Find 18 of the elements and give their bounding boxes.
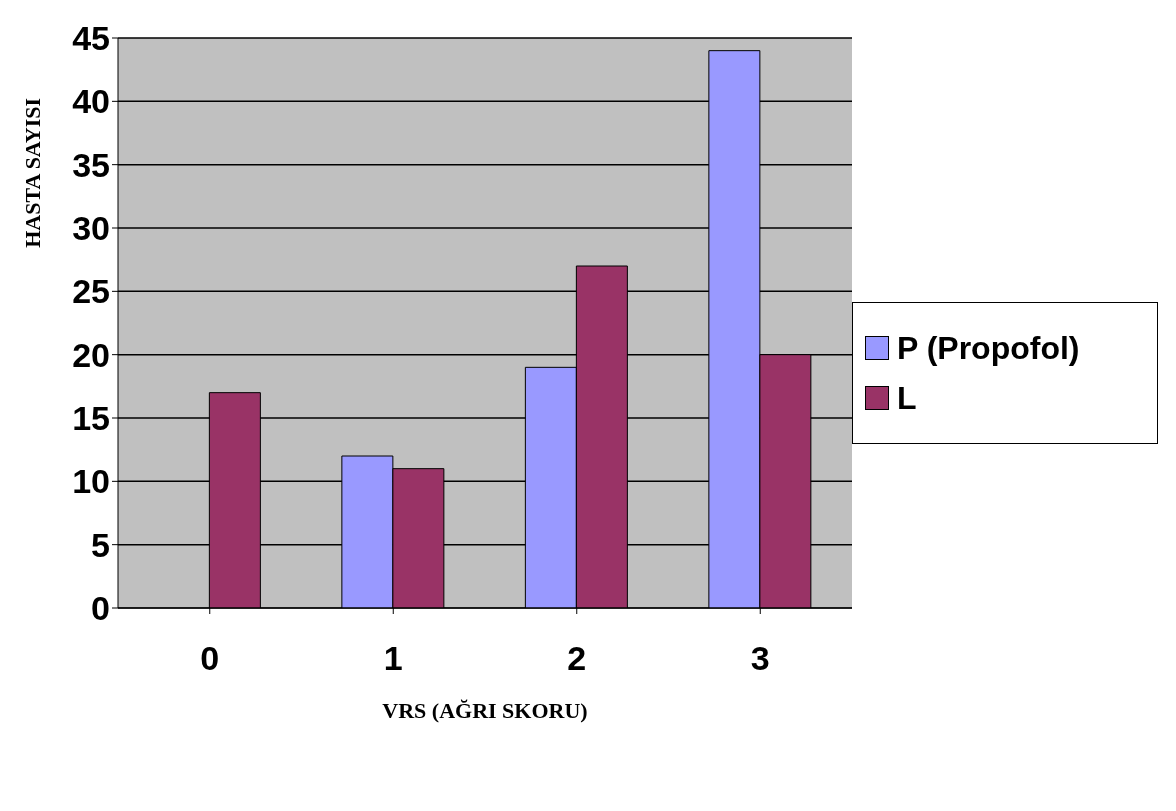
x-tick-label: 0 (200, 639, 220, 678)
x-tick-label: 1 (383, 639, 403, 678)
y-tick-label: 15 (72, 399, 110, 438)
x-tick-label: 3 (750, 639, 770, 678)
y-tick-label: 45 (72, 19, 110, 58)
legend-label: L (897, 379, 917, 418)
y-tick-label: 20 (72, 335, 110, 374)
x-tick-label: 2 (567, 639, 587, 678)
y-axis-title: HASTA SAYISI (20, 98, 46, 248)
x-axis-title: VRS (AĞRI SKORU) (382, 698, 588, 723)
y-tick-label: 5 (91, 525, 110, 564)
y-tick-label: 0 (91, 589, 110, 628)
legend-label: P (Propofol) (897, 329, 1080, 368)
y-tick-label: 35 (72, 145, 110, 184)
y-tick-label: 40 (72, 82, 110, 121)
y-tick-label: 10 (72, 462, 110, 501)
y-tick-label: 25 (72, 272, 110, 311)
y-tick-label: 30 (72, 209, 110, 248)
